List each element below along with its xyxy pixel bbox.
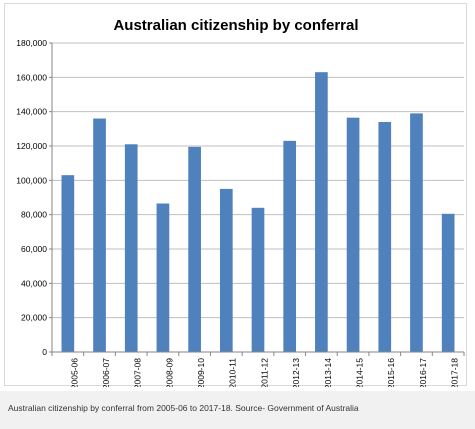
bar-2011-12 — [251, 207, 265, 352]
chart-title: Australian citizenship by conferral — [113, 17, 358, 34]
axes — [49, 42, 465, 356]
x-tick-label: 2006-07 — [101, 358, 111, 387]
bar-2008-09 — [156, 203, 170, 352]
x-tick-label: 2016-17 — [418, 358, 428, 387]
bar-2010-11 — [219, 188, 233, 352]
bar-2014-15 — [346, 117, 360, 352]
bar-chart: Australian citizenship by conferral 0 20,… — [16, 17, 465, 387]
image-caption: Australian citizenship by conferral from… — [0, 391, 475, 429]
y-tick-label: 40,000 — [21, 278, 47, 288]
x-tick-label: 2015-16 — [386, 358, 396, 387]
x-tick-label: 2012-13 — [291, 358, 301, 387]
bars — [61, 72, 455, 353]
y-tick-label: 120,000 — [16, 141, 47, 151]
bar-2005-06 — [61, 175, 75, 352]
bar-2015-16 — [378, 121, 392, 352]
x-tick-label: 2005-06 — [69, 358, 79, 387]
bar-2012-13 — [283, 140, 297, 352]
y-tick-labels: 0 20,000 40,000 60,000 80,000 100,000 120,000 1… — [16, 38, 47, 357]
bar-2009-10 — [188, 146, 201, 352]
x-tick-label: 2010-11 — [228, 358, 238, 387]
x-tick-label: 2009-10 — [196, 358, 206, 387]
x-tick-label: 2017-18 — [450, 358, 460, 387]
y-tick-label: 20,000 — [21, 313, 47, 323]
bar-2016-17 — [410, 113, 423, 352]
chart-frame: Australian citizenship by conferral 0 20,… — [4, 3, 467, 387]
x-tick-label: 2013-14 — [323, 358, 333, 387]
x-tick-label: 2008-09 — [164, 358, 174, 387]
x-tick-label: 2014-15 — [354, 358, 364, 387]
y-tick-label: 140,000 — [16, 107, 47, 117]
bar-2006-07 — [93, 118, 106, 353]
y-tick-label: 80,000 — [21, 210, 47, 220]
y-tick-label: 60,000 — [21, 244, 47, 254]
x-tick-label: 2007-08 — [133, 358, 143, 387]
bar-2013-14 — [315, 72, 328, 352]
y-tick-label: 100,000 — [16, 175, 47, 185]
y-tick-label: 0 — [42, 347, 47, 357]
x-tick-label: 2011-12 — [259, 358, 269, 387]
bar-2017-18 — [441, 213, 455, 352]
y-tick-label: 160,000 — [16, 72, 47, 82]
x-tick-labels: 2005-06 2006-07 2007-08 2008-09 2009-10 2010-… — [69, 358, 459, 387]
bar-2007-08 — [124, 144, 138, 352]
y-tick-label: 180,000 — [16, 38, 47, 48]
